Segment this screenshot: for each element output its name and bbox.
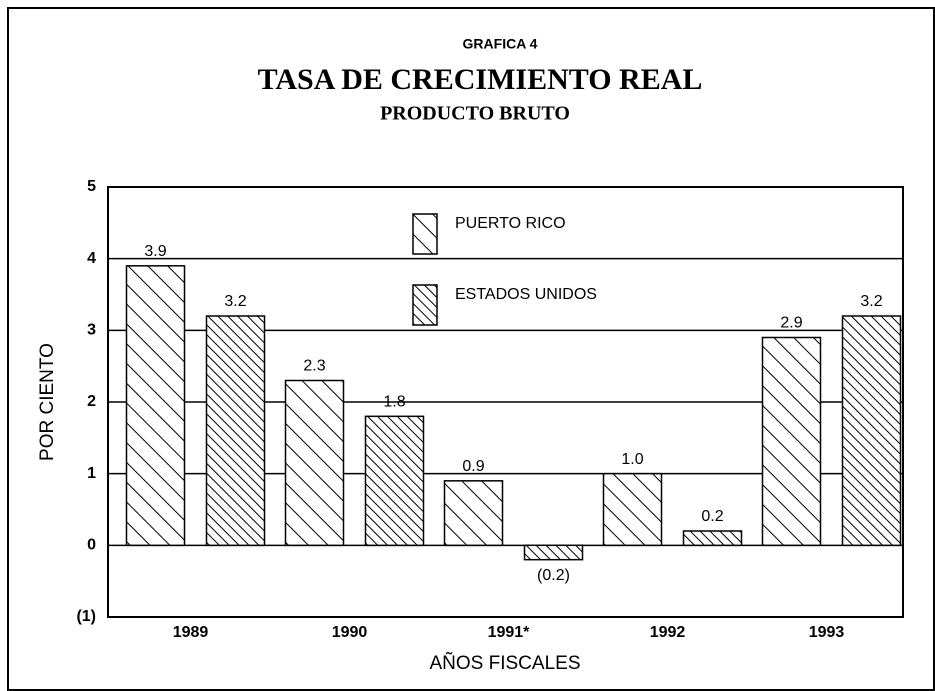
value-label: (0.2) [537, 567, 570, 584]
x-tick-label: 1990 [332, 624, 368, 641]
value-label: 3.9 [144, 243, 166, 260]
chart-subtitle: PRODUCTO BRUTO [380, 103, 570, 125]
value-label: 3.2 [224, 293, 246, 310]
chart-title: TASA DE CRECIMIENTO REAL [258, 63, 703, 96]
y-axis-label: POR CIENTO [37, 343, 58, 461]
x-tick-label: 1993 [809, 624, 845, 641]
y-tick-label: (1) [76, 608, 96, 625]
x-tick-label: 1991* [488, 624, 531, 641]
legend-label: PUERTO RICO [455, 215, 566, 232]
value-label: 0.9 [462, 458, 484, 475]
y-tick-label: 0 [87, 537, 96, 554]
y-tick-label: 5 [87, 178, 96, 195]
bar [284, 379, 345, 547]
y-tick-label: 2 [87, 393, 96, 410]
value-label: 1.0 [621, 451, 643, 468]
bar [443, 480, 504, 547]
legend-swatch [412, 213, 438, 255]
value-label: 0.2 [701, 508, 723, 525]
x-tick-label: 1992 [650, 624, 686, 641]
value-label: 2.9 [780, 315, 802, 332]
bar [682, 530, 743, 547]
value-label: 1.8 [383, 394, 405, 411]
bar [364, 415, 425, 547]
legend-label: ESTADOS UNIDOS [455, 286, 597, 303]
bar [125, 265, 186, 547]
y-tick-label: 3 [87, 322, 96, 339]
x-tick-label: 1989 [173, 624, 209, 641]
bar [761, 336, 822, 547]
bar [205, 315, 266, 547]
y-tick-label: 1 [87, 465, 96, 482]
frame [7, 7, 935, 691]
value-label: 3.2 [860, 293, 882, 310]
x-axis-label: AÑOS FISCALES [430, 652, 581, 674]
bar [602, 472, 663, 547]
bar [841, 315, 902, 547]
value-label: 2.3 [303, 358, 325, 375]
y-tick-label: 4 [87, 250, 96, 267]
legend-swatch [412, 284, 438, 326]
bar [523, 544, 584, 561]
chart-kicker: GRAFICA 4 [463, 36, 538, 52]
